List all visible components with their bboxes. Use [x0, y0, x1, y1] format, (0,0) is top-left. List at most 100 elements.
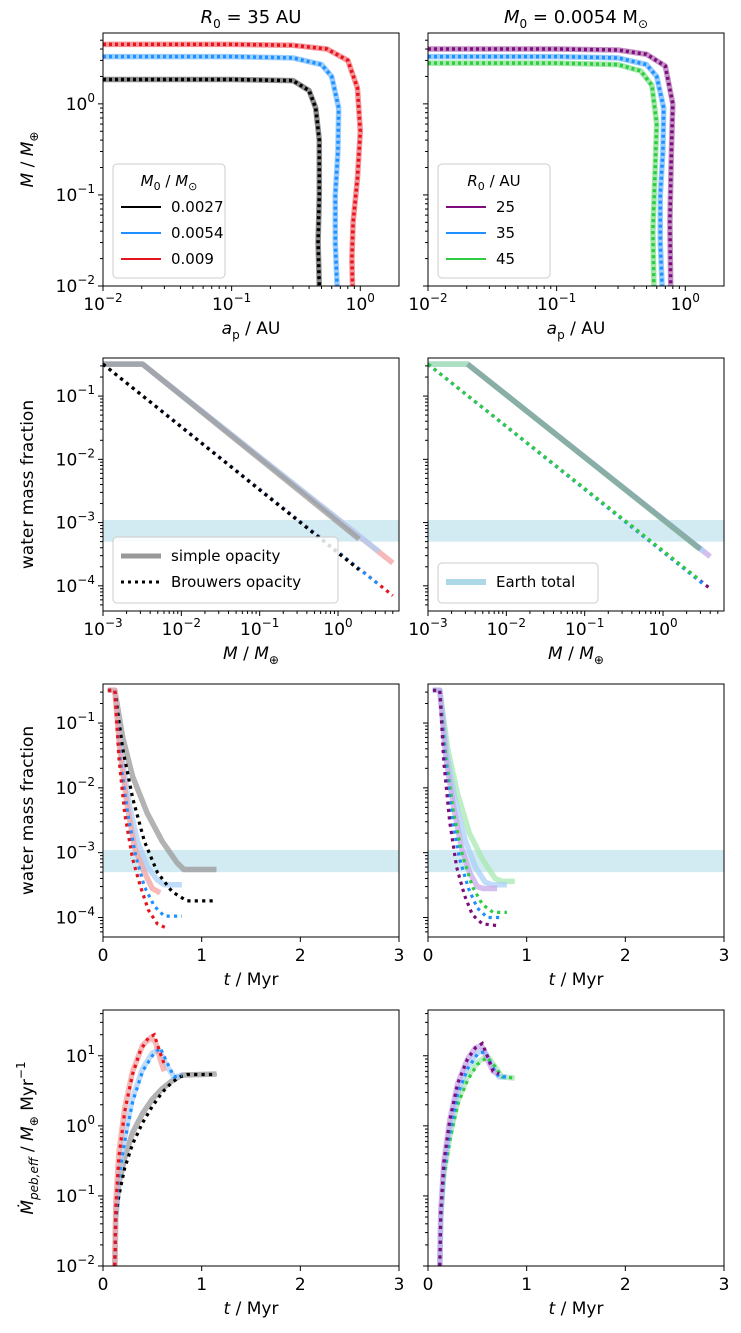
y-tick-label: 100 [66, 1113, 95, 1137]
panel-title: M0 = 0.0054 M⊙ [504, 7, 648, 31]
x-tick-label: 10−1 [212, 291, 251, 315]
x-tick-label: 100 [648, 616, 677, 640]
x-tick-label: 1 [521, 1275, 532, 1295]
legend-title: M0 / M⊙ [141, 172, 198, 193]
series-line-dotted [103, 362, 361, 571]
axes-frame [102, 32, 400, 287]
series-line-solid [103, 361, 361, 542]
x-axis-label: t / Myr [549, 1299, 604, 1319]
axes-frame [102, 1009, 400, 1267]
y-tick-label: 10−1 [56, 182, 95, 206]
axes-frame [427, 1009, 725, 1267]
x-axis-label: M / M⊕ [223, 644, 279, 667]
x-axis-label: t / Myr [224, 1299, 279, 1319]
y-tick-label: 10−2 [56, 1253, 95, 1277]
x-tick-label: 3 [719, 946, 730, 966]
legend-label: simple opacity [171, 547, 280, 565]
legend-box [112, 163, 226, 279]
series-line [103, 42, 363, 286]
series-line-halo [103, 76, 323, 286]
x-tick-label: 3 [394, 1275, 405, 1295]
x-tick-label: 1 [521, 946, 532, 966]
x-axis-label: ap / AU [222, 319, 281, 342]
legend-box [112, 536, 339, 604]
x-tick-label: 2 [295, 1275, 306, 1295]
series-line-dotted [113, 1032, 167, 1266]
y-tick-label: 100 [66, 91, 95, 115]
panel-title: R0 = 35 AU [201, 7, 302, 31]
y-tick-label: 101 [66, 1043, 95, 1067]
series-line-dotted [107, 688, 182, 918]
x-tick-label: 10−2 [408, 291, 447, 315]
x-tick-label: 10−1 [537, 291, 576, 315]
x-tick-label: 3 [394, 946, 405, 966]
panel-p32: 0 1 2 3 t / Myr [423, 683, 730, 990]
earth-band [428, 849, 724, 873]
x-tick-label: 3 [719, 1275, 730, 1295]
y-tick-label: 10−2 [56, 775, 95, 799]
x-tick-label: 2 [620, 946, 631, 966]
legend-label: 0.009 [171, 250, 214, 268]
y-tick-label: 10−1 [56, 710, 95, 734]
axes-frame [102, 683, 400, 938]
legend-box [437, 562, 599, 604]
panel-p41: 0 1 2 3 10−2 10−1 100 101 t / Myr Ṁpeb,eff / M⊕ M… [14, 1009, 405, 1319]
panel-p11: 10−2 10−1 100 10−2 10−1 100 R0 = 35 AU ap / AU M… [18, 7, 400, 342]
series-line-dotted [438, 1041, 500, 1266]
series-line-dotted [428, 362, 700, 580]
y-axis-label: M / M⊕ [18, 132, 41, 188]
x-tick-label: 100 [323, 616, 352, 640]
x-tick-label: 10−3 [83, 616, 122, 640]
x-tick-label: 1 [196, 946, 207, 966]
legend-label: 0.0054 [171, 224, 224, 242]
x-tick-label: 0 [423, 946, 434, 966]
x-tick-label: 100 [671, 291, 700, 315]
series-line [103, 54, 341, 286]
x-tick-label: 10−1 [240, 616, 279, 640]
series-line-solid [465, 361, 703, 552]
legend-label: 0.0027 [171, 198, 224, 216]
x-axis-label: M / M⊕ [548, 644, 604, 667]
legend-box [437, 163, 551, 279]
series-line-solid [437, 1047, 507, 1266]
y-tick-label: 10−3 [56, 510, 95, 534]
y-tick-label: 10−4 [56, 904, 95, 928]
y-tick-label: 10−2 [56, 273, 95, 297]
x-axis-label: ap / AU [547, 319, 606, 342]
series-line-solid [437, 1053, 516, 1266]
x-tick-label: 10−1 [565, 616, 604, 640]
legend-title: R0 / AU [467, 172, 520, 193]
panel-p42: 0 1 2 3 t / Myr [423, 1009, 730, 1319]
x-tick-label: 10−2 [83, 291, 122, 315]
series-line-dotted [438, 1055, 515, 1266]
x-tick-label: 1 [196, 1275, 207, 1295]
axes-frame [427, 32, 725, 287]
series-line-dotted [107, 688, 217, 903]
panel-p21: 10−3 10−2 10−1 100 10−4 10−3 10−2 10−1 M / M⊕ wat… [18, 357, 400, 667]
series-line [428, 54, 666, 286]
earth-band [103, 849, 399, 873]
x-axis-label: t / Myr [224, 970, 279, 990]
y-tick-label: 10−3 [56, 840, 95, 864]
x-tick-label: 2 [295, 946, 306, 966]
earth-band [428, 519, 724, 542]
x-tick-label: 100 [346, 291, 375, 315]
legend-label: Earth total [496, 573, 575, 591]
y-axis-label: water mass fraction [18, 400, 38, 569]
x-axis-label: t / Myr [549, 970, 604, 990]
y-tick-label: 10−1 [56, 383, 95, 407]
legend-label: 45 [496, 250, 515, 268]
panel-p31: 0 1 2 3 10−4 10−3 10−2 10−1 t / Myr water mass fr… [18, 683, 405, 990]
series-line-dotted [438, 1049, 507, 1266]
earth-band [103, 519, 399, 542]
x-tick-label: 0 [98, 946, 109, 966]
y-tick-label: 10−4 [56, 573, 95, 597]
legend-label: Brouwers opacity [171, 573, 301, 591]
y-tick-label: 10−2 [56, 446, 95, 470]
x-tick-label: 2 [620, 1275, 631, 1295]
y-axis-label: Ṁpeb,eff / M⊕ Myr−1 [14, 1061, 41, 1214]
x-tick-label: 10−2 [487, 616, 526, 640]
series-line [428, 61, 659, 286]
panel-p12: 10−2 10−1 100 M0 = 0.0054 M⊙ ap / AU R0 / AU 2… [408, 7, 725, 342]
